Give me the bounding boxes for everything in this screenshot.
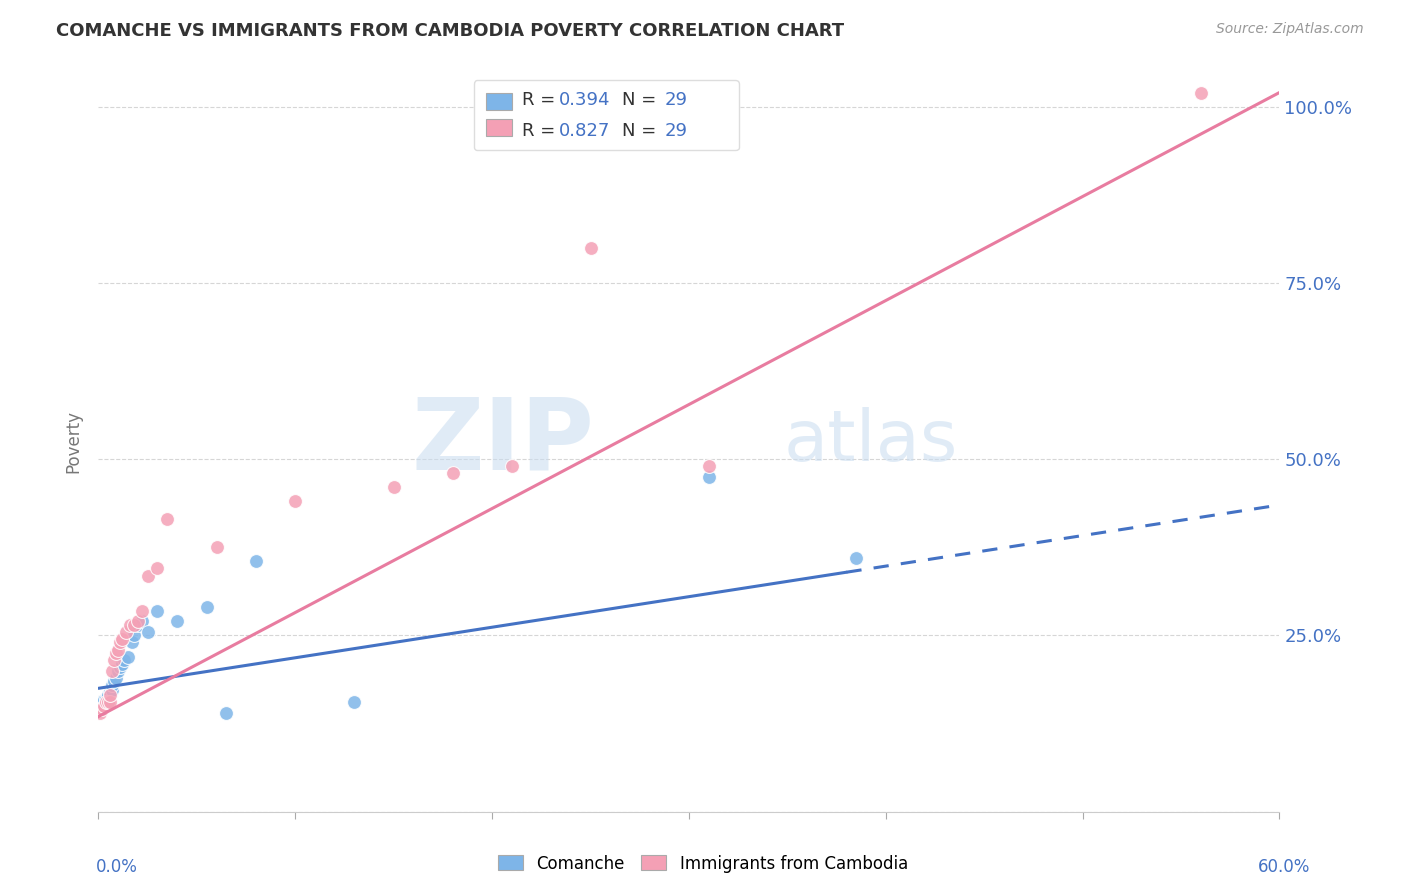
Text: 0.827: 0.827 xyxy=(558,122,610,140)
Point xyxy=(501,459,523,474)
Point xyxy=(117,649,139,664)
Point xyxy=(101,664,124,678)
Text: 29: 29 xyxy=(665,91,688,109)
Point xyxy=(122,618,145,632)
Point xyxy=(215,706,238,720)
Point xyxy=(111,632,134,646)
Text: 29: 29 xyxy=(665,122,688,140)
Point xyxy=(118,618,141,632)
Point xyxy=(136,624,159,639)
Text: 0.0%: 0.0% xyxy=(96,858,138,876)
Point xyxy=(845,550,868,565)
Point xyxy=(205,541,228,555)
Point xyxy=(89,695,111,709)
Point xyxy=(111,657,134,671)
Y-axis label: Poverty: Poverty xyxy=(65,410,83,473)
Point xyxy=(98,695,121,709)
Point xyxy=(108,660,131,674)
Point xyxy=(93,698,115,713)
Text: R =: R = xyxy=(522,91,555,109)
Point xyxy=(108,635,131,649)
Point xyxy=(441,467,464,481)
Point xyxy=(93,693,115,707)
Point xyxy=(156,512,179,526)
Point xyxy=(127,615,149,629)
Text: ZIP: ZIP xyxy=(412,393,595,490)
Point xyxy=(146,604,169,618)
Point xyxy=(98,685,121,699)
Point xyxy=(91,702,114,716)
Legend:      R = 0.394    N = 29,      R = 0.827    N = 29: R = 0.394 N = 29, R = 0.827 N = 29 xyxy=(474,80,738,151)
Point xyxy=(579,241,602,255)
Point xyxy=(107,642,129,657)
Point xyxy=(115,624,138,639)
Legend: Comanche, Immigrants from Cambodia: Comanche, Immigrants from Cambodia xyxy=(491,848,915,880)
Point xyxy=(146,561,169,575)
Point xyxy=(195,600,218,615)
Text: atlas: atlas xyxy=(783,407,957,476)
Text: 0.394: 0.394 xyxy=(558,91,610,109)
Point xyxy=(131,604,153,618)
Point xyxy=(101,683,124,698)
Point xyxy=(122,628,145,642)
Text: R =: R = xyxy=(522,122,555,140)
Point xyxy=(97,695,120,709)
Text: N =: N = xyxy=(623,91,657,109)
Point xyxy=(97,689,120,703)
Point xyxy=(89,706,111,720)
Text: COMANCHE VS IMMIGRANTS FROM CAMBODIA POVERTY CORRELATION CHART: COMANCHE VS IMMIGRANTS FROM CAMBODIA POV… xyxy=(56,22,845,40)
Point xyxy=(112,653,135,667)
Point xyxy=(166,615,188,629)
Point xyxy=(284,494,307,508)
Point xyxy=(96,692,118,706)
Point xyxy=(382,480,405,494)
Point xyxy=(103,674,125,689)
Point xyxy=(91,695,114,709)
Point xyxy=(127,618,149,632)
Point xyxy=(136,568,159,582)
Point xyxy=(697,470,720,484)
Point xyxy=(97,695,120,709)
Point xyxy=(343,695,366,709)
Text: N =: N = xyxy=(623,122,657,140)
Point xyxy=(105,646,128,660)
Point xyxy=(103,653,125,667)
Text: 60.0%: 60.0% xyxy=(1258,858,1310,876)
Point xyxy=(107,664,129,678)
Point xyxy=(1189,86,1212,100)
Point xyxy=(697,459,720,474)
Point xyxy=(98,689,121,703)
Point xyxy=(121,635,143,649)
Text: Source: ZipAtlas.com: Source: ZipAtlas.com xyxy=(1216,22,1364,37)
Point xyxy=(245,554,267,568)
Point xyxy=(96,695,118,709)
Point xyxy=(131,615,153,629)
Point xyxy=(105,671,128,685)
Point xyxy=(101,678,124,692)
